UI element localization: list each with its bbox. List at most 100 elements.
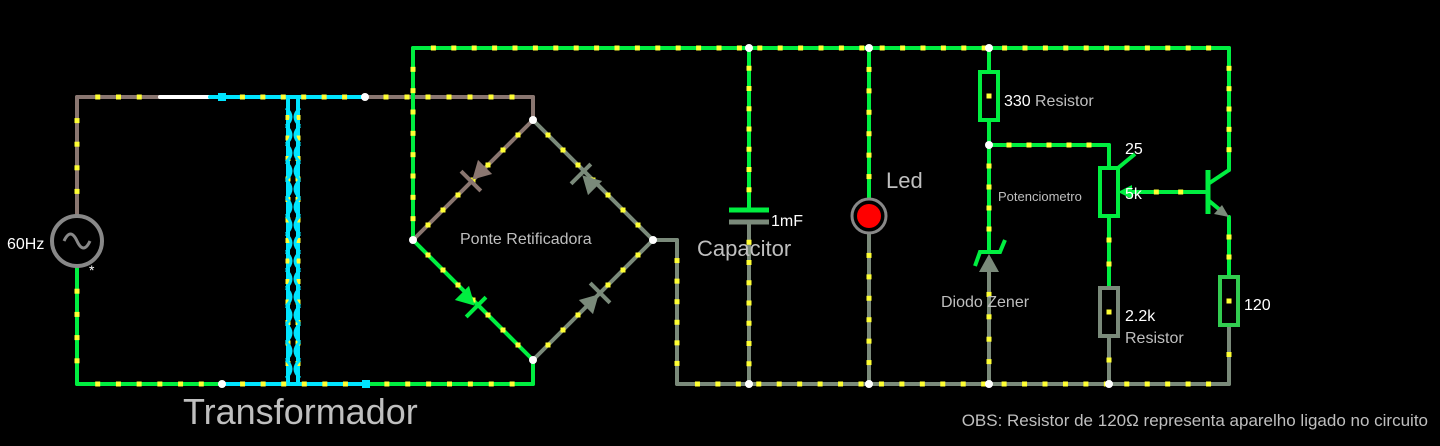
current-dot bbox=[1066, 142, 1072, 148]
coil-turn bbox=[284, 358, 293, 380]
current-dot bbox=[866, 174, 872, 180]
current-dot bbox=[866, 131, 872, 137]
current-dot bbox=[746, 320, 752, 326]
coil-turn bbox=[293, 340, 302, 362]
current-dot bbox=[410, 194, 416, 200]
current-dot bbox=[859, 45, 865, 51]
current-dot bbox=[260, 94, 266, 100]
zener-label: Diodo Zener bbox=[941, 294, 1030, 311]
current-dot bbox=[532, 45, 538, 51]
current-dot bbox=[746, 239, 752, 245]
current-dot bbox=[1106, 357, 1112, 363]
current-dot bbox=[446, 94, 452, 100]
current-dot bbox=[1022, 45, 1028, 51]
current-dot bbox=[866, 360, 872, 366]
current-dot bbox=[1063, 45, 1069, 51]
coil-turn bbox=[284, 214, 293, 236]
current-dot bbox=[866, 88, 872, 94]
current-dot bbox=[74, 141, 80, 147]
transformer-terminal bbox=[218, 93, 226, 101]
coil-turn bbox=[284, 286, 293, 308]
current-dot bbox=[405, 381, 411, 387]
current-dot bbox=[410, 66, 416, 72]
current-dot bbox=[515, 342, 521, 348]
junction-node bbox=[865, 380, 873, 388]
current-dot bbox=[1026, 142, 1032, 148]
current-dot bbox=[404, 94, 410, 100]
current-dot bbox=[178, 381, 184, 387]
current-dot bbox=[295, 115, 301, 120]
coil-turn bbox=[293, 124, 302, 146]
current-dot bbox=[285, 279, 291, 284]
current-dot bbox=[1226, 234, 1232, 240]
coil-turn bbox=[284, 304, 293, 326]
current-dot bbox=[410, 173, 416, 179]
current-dot bbox=[674, 299, 680, 305]
current-dot bbox=[746, 106, 752, 112]
current-dot bbox=[488, 94, 494, 100]
junction-node bbox=[745, 380, 753, 388]
current-dot bbox=[635, 222, 641, 228]
current-dot bbox=[1124, 45, 1130, 51]
coil-turn bbox=[293, 160, 302, 182]
led-label: Led bbox=[886, 168, 923, 193]
current-dot bbox=[515, 132, 521, 138]
current-dot bbox=[920, 45, 926, 51]
coil-turn bbox=[284, 340, 293, 362]
current-dot bbox=[295, 238, 301, 243]
coil-turn bbox=[284, 178, 293, 200]
current-dot bbox=[960, 381, 966, 387]
current-dot bbox=[545, 342, 551, 348]
current-dot bbox=[866, 252, 872, 258]
current-dot bbox=[470, 177, 476, 183]
current-dot bbox=[1006, 142, 1012, 148]
resistor-2k2 bbox=[1098, 286, 1120, 338]
current-dot bbox=[1206, 45, 1212, 51]
current-dot bbox=[594, 45, 600, 51]
coil-turn bbox=[284, 268, 293, 290]
current-dot bbox=[696, 45, 702, 51]
current-dot bbox=[74, 118, 80, 124]
transistor-collector bbox=[1206, 168, 1231, 186]
current-dot bbox=[1144, 45, 1150, 51]
transformer-terminal bbox=[362, 380, 370, 388]
zener-triangle bbox=[979, 254, 999, 272]
current-dot bbox=[410, 109, 416, 115]
current-dot bbox=[986, 205, 992, 211]
current-dot bbox=[838, 381, 844, 387]
current-dot bbox=[488, 381, 494, 387]
current-dot bbox=[74, 165, 80, 171]
current-dot bbox=[1106, 237, 1112, 243]
current-dot bbox=[866, 109, 872, 115]
current-dot bbox=[986, 359, 992, 365]
junction-node bbox=[1105, 380, 1113, 388]
resistor-330 bbox=[978, 70, 1000, 122]
junction-node bbox=[745, 44, 753, 52]
current-dot bbox=[866, 274, 872, 280]
coil-turn bbox=[284, 142, 293, 164]
current-dot bbox=[509, 381, 515, 387]
resistor1-label: Resistor bbox=[1035, 93, 1094, 110]
current-dot bbox=[879, 45, 885, 51]
current-dot bbox=[383, 94, 389, 100]
current-dot bbox=[736, 45, 742, 51]
current-dot bbox=[509, 94, 515, 100]
current-dot bbox=[986, 93, 992, 99]
current-dot bbox=[285, 135, 291, 141]
current-dot bbox=[285, 238, 291, 243]
current-dot bbox=[560, 147, 566, 153]
current-dot bbox=[776, 381, 782, 387]
current-dot bbox=[1083, 45, 1089, 51]
current-dot bbox=[940, 381, 946, 387]
current-dot bbox=[575, 312, 581, 318]
coil-turn bbox=[293, 268, 302, 290]
note-text: OBS: Resistor de 120Ω representa aparelh… bbox=[962, 411, 1428, 430]
current-dot bbox=[1178, 189, 1184, 195]
current-dot bbox=[1002, 45, 1008, 51]
current-dot bbox=[74, 358, 80, 364]
current-dot bbox=[1042, 45, 1048, 51]
current-dot bbox=[1062, 381, 1068, 387]
current-dot bbox=[674, 319, 680, 325]
current-dot bbox=[674, 258, 680, 264]
